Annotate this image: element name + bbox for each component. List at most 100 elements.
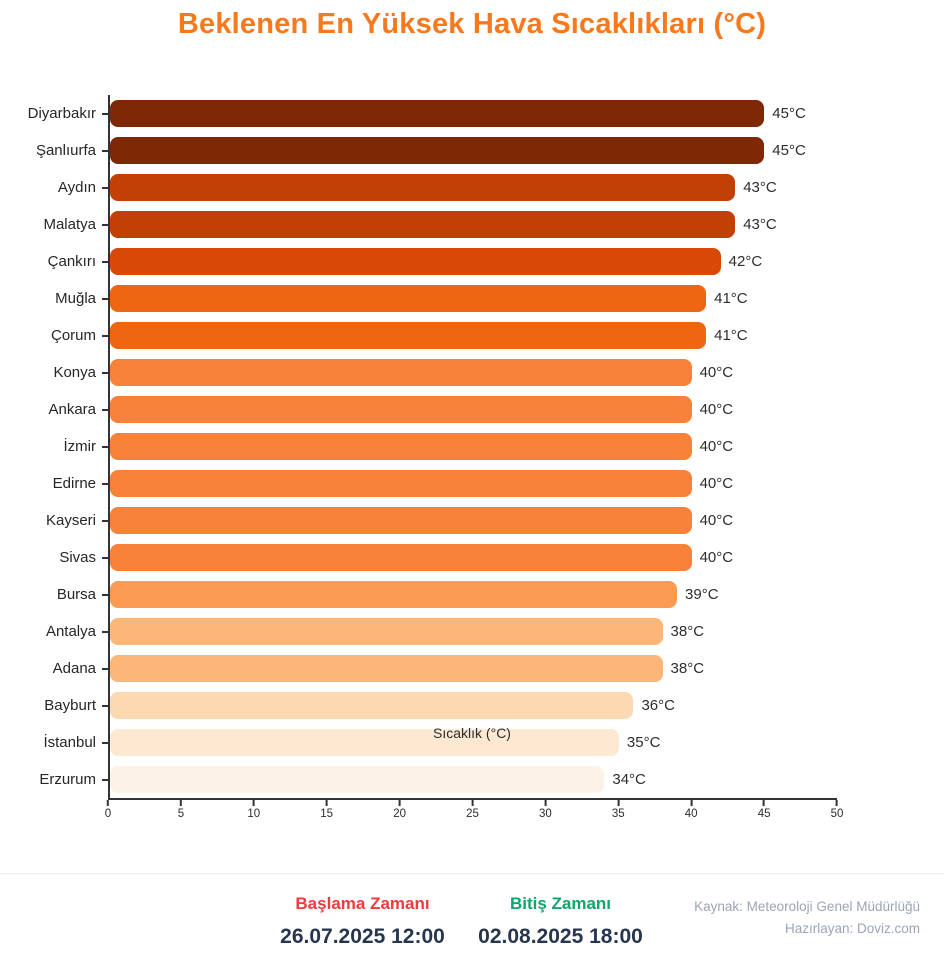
end-time-label: Bitiş Zamanı — [509, 894, 612, 913]
x-tick-label: 25 — [466, 808, 479, 820]
bar-row: Şanlıurfa 45°C — [36, 132, 837, 169]
footer-divider — [0, 873, 944, 874]
x-tick-mark — [252, 800, 255, 806]
temperature-bar — [110, 581, 678, 608]
category-label: İzmir — [63, 438, 97, 455]
y-axis-tick — [102, 482, 108, 485]
value-label: 35°C — [626, 734, 661, 751]
x-axis-tick: 45 — [757, 800, 771, 820]
category-label: Ankara — [48, 401, 96, 418]
category-label: Bursa — [56, 586, 96, 603]
y-axis-tick — [102, 223, 108, 226]
category-label: Aydın — [57, 179, 96, 196]
bar-row: Muğla 41°C — [55, 280, 837, 317]
value-label: 43°C — [743, 216, 777, 233]
temperature-bar — [110, 211, 736, 238]
y-axis-tick — [102, 445, 108, 448]
value-label: 39°C — [685, 586, 719, 603]
x-tick-label: 0 — [104, 808, 112, 820]
source-credit: Kaynak: Meteoroloji Genel Müdürlüğü — [694, 899, 920, 914]
x-axis-tick: 5 — [178, 800, 184, 820]
y-axis-tick — [102, 371, 108, 374]
temperature-bar — [110, 359, 692, 386]
x-tick-mark — [471, 800, 474, 806]
x-axis-tick: 20 — [393, 800, 406, 820]
value-label: 45°C — [772, 142, 806, 159]
category-label: Bayburt — [44, 697, 96, 714]
y-axis-tick — [102, 741, 108, 744]
category-label: Çorum — [50, 327, 96, 344]
x-axis-tick: 35 — [612, 800, 625, 820]
temperature-bar — [110, 396, 692, 423]
x-tick-label: 50 — [830, 808, 844, 820]
value-label: 41°C — [714, 290, 748, 307]
value-label: 38°C — [670, 660, 705, 677]
temperature-bar — [110, 285, 707, 312]
x-tick-mark — [179, 800, 182, 806]
value-label: 43°C — [743, 179, 777, 196]
x-tick-label: 45 — [757, 808, 771, 820]
value-label: 42°C — [728, 253, 763, 270]
value-label: 45°C — [772, 105, 806, 122]
bar-row: Erzurum 34°C — [39, 761, 837, 798]
value-label: 40°C — [699, 364, 734, 381]
x-axis-tick: 0 — [105, 800, 111, 820]
bar-rows: Diyarbakır 45°C Şanlıurfa 45°C Aydın 43°C Mala… — [28, 95, 837, 798]
temperature-bar — [110, 507, 692, 534]
x-tick-mark — [617, 800, 620, 806]
x-tick-mark — [544, 800, 547, 806]
bar-row: Ankara 40°C — [48, 391, 837, 428]
value-label: 40°C — [699, 512, 734, 529]
bar-row: Diyarbakır 45°C — [28, 95, 837, 132]
start-time-label: Başlama Zamanı — [295, 894, 430, 913]
category-label: Muğla — [55, 290, 96, 307]
bar-row: Malatya 43°C — [43, 206, 837, 243]
x-tick-label: 40 — [684, 808, 698, 820]
y-axis-tick — [102, 334, 108, 337]
temperature-bar — [110, 729, 619, 756]
temperature-bar — [110, 544, 692, 571]
x-tick-mark — [398, 800, 401, 806]
bar-row: İstanbul 35°C — [43, 724, 837, 761]
category-label: Edirne — [52, 475, 96, 492]
bar-row: Adana 38°C — [53, 650, 837, 687]
y-axis-tick — [102, 519, 108, 522]
bar-row: Antalya 38°C — [46, 613, 837, 650]
temperature-bar — [110, 248, 721, 275]
temperature-bar — [110, 618, 663, 645]
y-axis-tick — [102, 112, 108, 115]
y-axis-tick — [102, 778, 108, 781]
x-axis-tick: 15 — [320, 800, 333, 820]
bar-row: İzmir 40°C — [64, 428, 837, 465]
category-label: Diyarbakır — [27, 105, 96, 122]
x-tick-label: 10 — [247, 808, 261, 820]
y-axis-tick — [102, 186, 108, 189]
x-tick-label: 20 — [393, 808, 406, 820]
x-axis-tick: 50 — [830, 800, 844, 820]
category-label: Erzurum — [39, 771, 96, 788]
value-label: 41°C — [714, 327, 748, 344]
temperature-bar — [110, 470, 692, 497]
x-tick-mark — [107, 800, 109, 806]
y-axis-tick — [102, 704, 108, 707]
temperature-bar — [110, 137, 765, 164]
bar-row: Kayseri 40°C — [46, 502, 837, 539]
temperature-bar — [110, 322, 707, 349]
value-label: 36°C — [641, 697, 675, 714]
temperature-bar-chart: Diyarbakır 45°C Şanlıurfa 45°C Aydın 43°C Mala… — [28, 95, 843, 834]
temperature-bar — [110, 766, 605, 793]
x-tick-mark — [690, 800, 693, 806]
x-tick-label: 35 — [611, 808, 625, 820]
category-label: Çankırı — [47, 253, 96, 270]
value-label: 40°C — [699, 475, 734, 492]
x-axis-title: Sıcaklık (°C) — [433, 725, 511, 741]
chart-title: Beklenen En Yüksek Hava Sıcaklıkları (°C… — [177, 8, 767, 40]
category-label: Adana — [52, 660, 96, 677]
credits-block: Kaynak: Meteoroloji Genel Müdürlüğü Hazı… — [694, 896, 920, 941]
category-label: Malatya — [43, 216, 96, 233]
x-axis-tick: 25 — [466, 800, 479, 820]
author-credit: Hazırlayan: Doviz.com — [784, 921, 920, 937]
x-tick-label: 15 — [320, 808, 334, 820]
category-label: Sivas — [59, 549, 96, 566]
temperature-bar — [110, 100, 765, 127]
